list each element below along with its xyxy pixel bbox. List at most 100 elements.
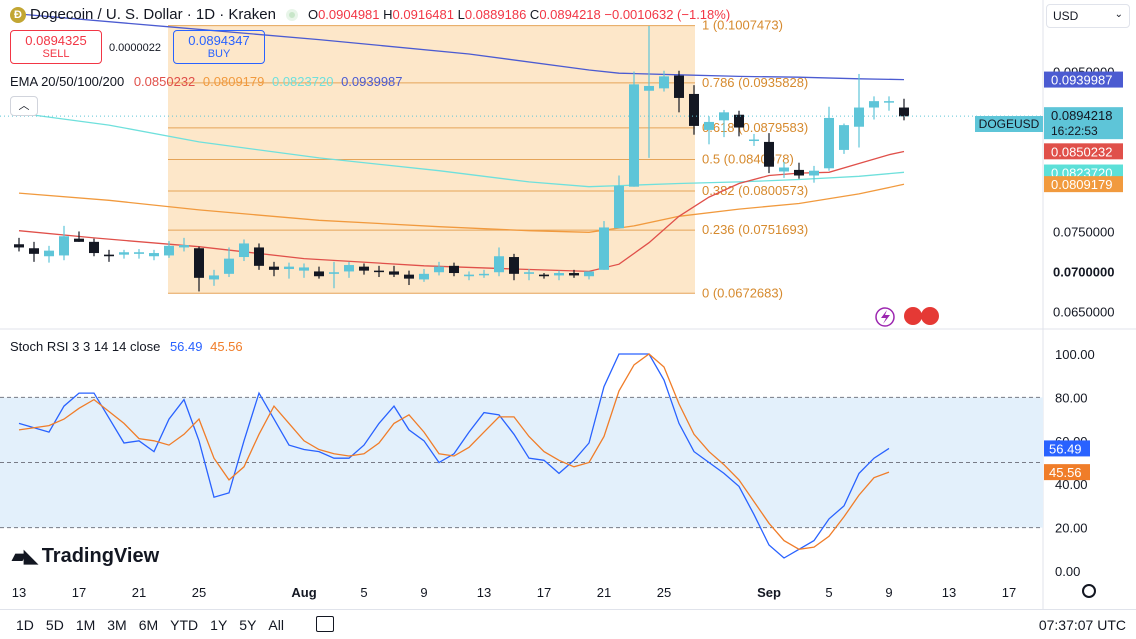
calendar-icon[interactable] (316, 616, 334, 632)
range-all[interactable]: All (268, 616, 284, 633)
candle-body (824, 117, 834, 169)
candle-body (104, 254, 114, 257)
chevron-up-icon: ︿ (18, 100, 30, 112)
sell-price: 0.0894325 (25, 33, 87, 48)
range-1m[interactable]: 1M (75, 616, 96, 633)
lightning-bolt-icon (881, 310, 890, 324)
candle (89, 238, 99, 257)
candle-body (749, 139, 759, 142)
stoch-axis-tick: 20.00 (1055, 521, 1088, 536)
stoch-axis-tick: 80.00 (1055, 390, 1088, 405)
stoch-value-label: 45.56 (1049, 465, 1082, 480)
ohlc-open-label: O (307, 7, 319, 22)
candle-body (794, 169, 804, 176)
stoch-k-value: 56.49 (169, 339, 203, 354)
candle (599, 221, 609, 270)
tradingview-logo[interactable]: ▰◣ TradingView (12, 545, 159, 568)
candle (764, 133, 774, 174)
candle-body (539, 274, 549, 277)
candle-body (329, 272, 339, 274)
candle-body (734, 114, 744, 128)
range-5y[interactable]: 5Y (239, 616, 257, 633)
candle (509, 253, 519, 281)
us-flag-icon (921, 307, 939, 325)
stoch-axis-tick: 0.00 (1055, 564, 1080, 579)
gear-icon[interactable] (1082, 584, 1096, 598)
tradingview-wordmark: TradingView (41, 545, 160, 567)
stoch-d-value: 45.56 (210, 339, 243, 354)
candle (269, 261, 279, 277)
candle-body (389, 271, 399, 275)
collapse-legend-button[interactable]: ︿ (10, 96, 38, 116)
candle-body (314, 271, 324, 277)
candle (464, 271, 474, 281)
candle (164, 241, 174, 258)
candle (629, 71, 639, 187)
candle-body (689, 93, 699, 126)
candle (119, 249, 129, 259)
range-5d[interactable]: 5D (45, 616, 64, 633)
range-6m[interactable]: 6M (138, 616, 159, 633)
candle (374, 265, 384, 278)
candle-body (764, 141, 774, 167)
candle-body (254, 247, 264, 266)
utc-clock[interactable]: 07:37:07 UTC (1038, 617, 1126, 633)
candle-body (239, 243, 249, 258)
currency-value: USD (1053, 9, 1079, 23)
candle (224, 247, 234, 278)
candle-body (179, 245, 189, 248)
price-scale-label: 0.0809179 (1051, 177, 1112, 192)
stoch-rsi-legend[interactable]: Stoch RSI 3 3 14 14 close 56.49 45.56 (10, 339, 243, 354)
candle-body (149, 253, 159, 257)
candle-body (434, 266, 444, 273)
last-price-label-bg (1044, 107, 1123, 140)
candle-body (704, 121, 714, 130)
candle (149, 249, 159, 261)
chevron-down-icon: ⌄ (1114, 9, 1123, 20)
ema-legend[interactable]: EMA 20/50/100/200 0.0850232 0.0809179 0.… (10, 74, 403, 89)
ema-legend-label: EMA 20/50/100/200 (10, 74, 125, 89)
candle-body (119, 252, 129, 255)
candle (644, 25, 654, 158)
bottom-toolbar: 1D 5D 1M 3M 6M YTD 1Y 5Y All 07:37:07 UT… (0, 609, 1136, 639)
candle-body (899, 107, 909, 117)
fib-level-label: 0.5 (0.0840078) (702, 151, 794, 166)
buy-button[interactable]: 0.0894347 BUY (173, 30, 265, 64)
ema20-line (18, 150, 905, 273)
stoch-k-line (18, 353, 890, 559)
candle (344, 261, 354, 278)
candle (494, 247, 504, 277)
candle (404, 270, 414, 286)
candle-body (299, 267, 309, 271)
range-ytd[interactable]: YTD (170, 616, 199, 633)
sell-button[interactable]: 0.0894325 SELL (10, 30, 102, 64)
candle (779, 161, 789, 178)
candle-body (59, 236, 69, 256)
candle (869, 96, 879, 120)
candle-body (14, 244, 24, 248)
symbol-title[interactable]: Dogecoin / U. S. Dollar · 1D · Kraken (30, 6, 276, 23)
ema50-line (18, 183, 905, 233)
candle-body (614, 185, 624, 229)
range-1d[interactable]: 1D (16, 616, 34, 633)
range-1y[interactable]: 1Y (210, 616, 228, 633)
ohlc-open: 0.0904981 (318, 7, 380, 22)
time-axis-tick: 9 (885, 585, 892, 600)
time-axis-tick: 13 (12, 585, 26, 600)
currency-select[interactable]: USD ⌄ (1046, 4, 1130, 28)
candle-body (134, 252, 144, 254)
market-status-icon (285, 8, 298, 21)
fib-level-label: 0.236 (0.0751693) (702, 222, 808, 237)
price-axis-tick: 0.0700000 (1053, 264, 1114, 279)
candle-body (599, 227, 609, 270)
range-3m[interactable]: 3M (107, 616, 127, 633)
candle (329, 261, 339, 289)
candle-body (269, 266, 279, 270)
ema50-value: 0.0809179 (202, 74, 265, 89)
last-price-label: 0.0894218 (1051, 108, 1112, 123)
candle-body (629, 84, 639, 187)
symbol-price-tag: DOGEUSD (975, 116, 1043, 132)
price-scale-label-bg (1044, 176, 1123, 193)
ema20-value: 0.0850232 (133, 74, 196, 89)
